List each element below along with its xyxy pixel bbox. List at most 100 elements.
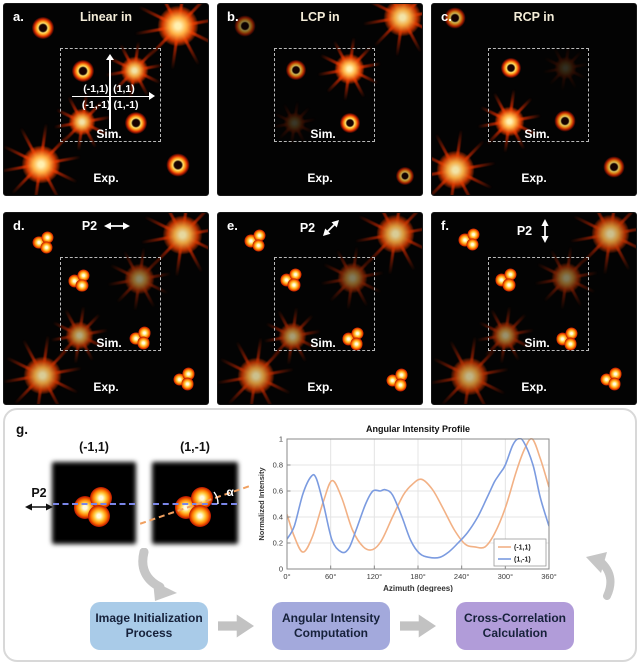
panel-letter: e. [227, 218, 238, 233]
star-core-glow [451, 357, 489, 395]
star-spot [105, 41, 164, 100]
donut-spot [339, 113, 360, 134]
exp-label: Exp. [307, 379, 333, 394]
star-spot [218, 337, 295, 404]
bright-dot [77, 269, 90, 282]
svg-text:(1,-1): (1,-1) [514, 557, 531, 564]
svg-text:240°: 240° [454, 572, 470, 581]
panel-header: P2 [432, 219, 636, 243]
svg-text:60°: 60° [325, 572, 336, 581]
donut-spot [500, 57, 521, 78]
svg-text:300°: 300° [498, 572, 514, 581]
svg-text:360°: 360° [541, 572, 557, 581]
trefoil-spot [278, 265, 305, 292]
sim-label: Sim. [310, 335, 336, 350]
angular-intensity-plot: 0° 60° 120° 180° 240° 300° 360° 0 0.2 0.4 0.6 0.8 1 A… [257, 424, 557, 592]
star-spot [263, 307, 322, 366]
star-spot [354, 213, 422, 275]
crop-label-neg1-1: (-1,1) [79, 440, 109, 454]
vertical-double-arrow-icon [541, 219, 549, 243]
trefoil-spot [456, 225, 483, 252]
sim-region-dashed-box [487, 47, 589, 142]
bright-dot [289, 268, 302, 281]
star-spot [432, 129, 497, 195]
bright-dot [40, 241, 53, 254]
star-core-glow [21, 145, 60, 184]
bright-dot [253, 229, 266, 242]
bright-dot [138, 326, 151, 340]
star-core-glow [124, 264, 155, 294]
trefoil-spot [70, 482, 118, 530]
trefoil-spot [66, 266, 93, 293]
reference-dashed-line [52, 503, 136, 505]
svg-text:0: 0 [279, 565, 283, 574]
bright-dot [394, 378, 407, 392]
exp-label: Exp. [307, 170, 333, 185]
horizontal-double-arrow-icon [25, 503, 53, 511]
star-spot [272, 101, 317, 146]
sim-label: Sim. [96, 126, 122, 141]
bright-dot [467, 228, 480, 241]
bright-dot [350, 337, 363, 351]
star-core-glow [163, 215, 202, 255]
star-spot [320, 246, 385, 310]
panel-header: RCP in [432, 10, 636, 24]
star-core-glow [555, 57, 577, 79]
svg-text:0.6: 0.6 [273, 487, 283, 496]
bright-dot [466, 238, 479, 251]
svg-text:(-1,1): (-1,1) [514, 545, 531, 552]
curved-arrow-up-icon [586, 552, 615, 600]
sim-label: Sim. [96, 335, 122, 350]
sim-label: Sim. [524, 126, 550, 141]
panel-header: P2 [4, 219, 208, 233]
quadrant-label-br: (1,-1) [113, 98, 139, 111]
chart-title: Angular Intensity Profile [366, 424, 470, 434]
micrograph-panel-d: d. P2 Sim. Exp. [3, 212, 209, 405]
star-spot [107, 247, 172, 311]
donut-spot [234, 15, 256, 37]
star-spot [477, 89, 542, 154]
curved-arrow-down-icon [138, 548, 177, 601]
horizontal-double-arrow-icon [104, 222, 131, 230]
bright-dot [252, 239, 265, 252]
micrograph-panel-c: c. RCP in Sim. Exp. [431, 3, 637, 196]
axis-arrowhead-up [105, 53, 114, 60]
star-spot [140, 213, 208, 277]
alpha-label: α [226, 484, 234, 499]
panel-g-letter: g. [16, 422, 28, 437]
star-spot [50, 306, 109, 365]
panel-header: Linear in [4, 10, 208, 24]
series-(1,-1) [287, 438, 549, 559]
bright-dot [395, 368, 408, 382]
star-core-glow [157, 5, 199, 47]
donut-spot [444, 7, 466, 29]
bright-dot [181, 377, 194, 391]
svg-text:1: 1 [279, 435, 283, 444]
star-core-glow [68, 108, 96, 136]
bright-dot [41, 231, 54, 244]
bright-dot [188, 505, 211, 528]
crop-label-1-neg1: (1,-1) [180, 440, 210, 454]
trefoil-spot [340, 325, 367, 352]
star-spot [4, 123, 82, 195]
flow-box-cross-correlation: Cross-Correlation Calculation [456, 602, 574, 650]
sim-label: Sim. [524, 335, 550, 350]
donut-spot [71, 60, 94, 83]
donut-spot [166, 153, 190, 177]
donut-spot [395, 166, 414, 185]
star-spot [362, 4, 422, 58]
trefoil-spot [127, 324, 154, 351]
panel-letter: c. [441, 9, 452, 24]
star-spot [4, 335, 83, 404]
star-core-glow [337, 263, 368, 293]
quadrant-label-tr: (1,1) [113, 83, 135, 96]
panel-title: Linear in [79, 10, 133, 24]
star-spot [53, 93, 111, 151]
star-spot [534, 246, 599, 310]
trefoil-spot [30, 228, 57, 255]
quadrant-label-bl: (-1,-1) [81, 98, 111, 111]
star-core-glow [494, 106, 525, 137]
panel-letter: b. [227, 9, 239, 24]
exp-label: Exp. [93, 170, 119, 185]
